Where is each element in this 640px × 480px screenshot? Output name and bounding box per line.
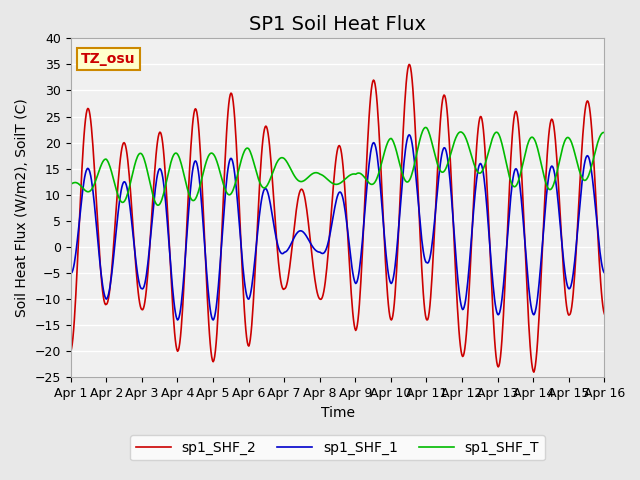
sp1_SHF_2 bbox=[600, 311, 608, 317]
sp1_SHF_2 bbox=[419, 278, 426, 284]
sp1_SHF_1 bbox=[403, 138, 411, 144]
sp1_SHF_1 bbox=[131, 252, 139, 258]
sp1_SHF_1 bbox=[214, 283, 222, 289]
sp1_SHF_T bbox=[403, 179, 411, 185]
sp1_SHF_1 bbox=[76, 209, 84, 215]
sp1_SHF_2 bbox=[76, 198, 84, 204]
Text: TZ_osu: TZ_osu bbox=[81, 52, 136, 66]
sp1_SHF_2 bbox=[214, 319, 221, 324]
sp1_SHF_1 bbox=[173, 317, 181, 323]
sp1_SHF_2 bbox=[131, 255, 139, 261]
sp1_SHF_1 bbox=[67, 270, 74, 276]
Line: sp1_SHF_T: sp1_SHF_T bbox=[70, 128, 604, 205]
sp1_SHF_2 bbox=[405, 61, 413, 67]
Legend: sp1_SHF_2, sp1_SHF_1, sp1_SHF_T: sp1_SHF_2, sp1_SHF_1, sp1_SHF_T bbox=[131, 435, 545, 460]
sp1_SHF_T bbox=[600, 130, 608, 135]
Y-axis label: Soil Heat Flux (W/m2), SoilT (C): Soil Heat Flux (W/m2), SoilT (C) bbox=[15, 98, 29, 317]
sp1_SHF_1 bbox=[405, 132, 413, 138]
sp1_SHF_1 bbox=[186, 190, 194, 195]
sp1_SHF_2 bbox=[530, 369, 538, 375]
sp1_SHF_T bbox=[154, 203, 162, 208]
sp1_SHF_2 bbox=[403, 80, 410, 86]
sp1_SHF_1 bbox=[419, 248, 427, 254]
sp1_SHF_T bbox=[131, 160, 139, 166]
sp1_SHF_T bbox=[422, 125, 429, 131]
sp1_SHF_2 bbox=[186, 169, 193, 175]
sp1_SHF_T bbox=[419, 129, 426, 134]
Line: sp1_SHF_2: sp1_SHF_2 bbox=[70, 64, 604, 372]
sp1_SHF_T bbox=[67, 181, 74, 187]
sp1_SHF_T bbox=[76, 182, 84, 188]
sp1_SHF_T bbox=[186, 194, 194, 200]
sp1_SHF_2 bbox=[67, 348, 74, 354]
sp1_SHF_1 bbox=[600, 270, 608, 276]
Line: sp1_SHF_1: sp1_SHF_1 bbox=[70, 135, 604, 320]
X-axis label: Time: Time bbox=[321, 406, 355, 420]
Title: SP1 Soil Heat Flux: SP1 Soil Heat Flux bbox=[249, 15, 426, 34]
sp1_SHF_T bbox=[214, 163, 222, 169]
